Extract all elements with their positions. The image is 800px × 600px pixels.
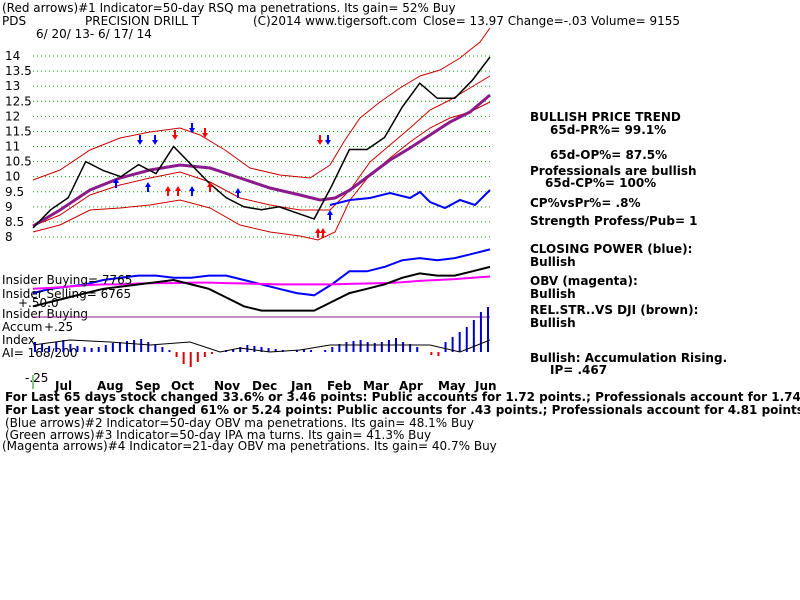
x-tick-label: Mar	[363, 379, 389, 393]
y-tick-label: 9.5	[5, 185, 24, 199]
x-tick-label: Jul	[54, 379, 72, 393]
minus25-label: -.25	[25, 371, 48, 385]
ai-label: AI= 168/200	[2, 346, 77, 360]
y-tick-label: 11	[5, 140, 20, 154]
y-tick-label: 9	[5, 200, 13, 214]
indicator-line-1	[32, 275, 491, 290]
ip-value: IP= .467	[550, 363, 607, 377]
down-arrow	[152, 135, 158, 145]
right-panel: BULLISH PRICE TREND 65d-PR%= 99.1% 65d-O…	[530, 110, 727, 377]
bullish-price-trend: BULLISH PRICE TREND	[530, 110, 681, 124]
footer-green-arrows: (Green arrows)#3 Indicator=50-day IPA ma…	[5, 428, 431, 442]
cp-vs-pr: CP%vsPr%= .8%	[530, 196, 641, 210]
footer-year: For Last year stock changed 61% or 5.24 …	[5, 403, 800, 417]
down-arrow	[317, 135, 323, 145]
signal-arrows	[113, 123, 333, 238]
footer-blue-arrows: (Blue arrows)#2 Indicator=50-day OBV ma …	[5, 416, 474, 430]
up-arrow	[175, 186, 181, 196]
y-tick-label: 8.5	[5, 215, 24, 229]
x-tick-label: Aug	[97, 379, 123, 393]
strength-profess-pub: Strength Profess/Pub= 1	[530, 214, 698, 228]
y-tick-label: 10	[5, 170, 20, 184]
up-arrow	[113, 178, 119, 188]
price-gridlines	[33, 55, 490, 238]
cp-value: 65d-CP%= 100%	[545, 176, 656, 190]
up-arrow	[207, 182, 213, 192]
relstr-label: REL.STR..VS DJI (brown):	[530, 303, 698, 317]
professionals-status: Professionals are bullish	[530, 164, 697, 178]
x-tick-label: Sep	[135, 379, 161, 393]
plus25-label: +.25	[44, 320, 73, 334]
up-arrow	[315, 228, 321, 238]
up-arrow	[235, 188, 241, 198]
footer-magenta-arrows: (Magenta arrows)#4 Indicator=21-day OBV …	[2, 439, 497, 453]
insider-selling-label: Insider Selling= 6765	[2, 287, 131, 301]
y-tick-label: 10.5	[5, 155, 32, 169]
op-value: 65d-OP%= 87.5%	[550, 148, 667, 162]
obv-value: Bullish	[530, 287, 576, 301]
insider-buying-label: Insider Buying= 7765	[2, 273, 132, 287]
up-arrow	[327, 210, 333, 220]
down-arrow	[325, 135, 331, 145]
plus50-label: +.50.0	[18, 296, 59, 310]
y-tick-label: 8	[5, 230, 13, 244]
y-tick-label: 12.5	[5, 94, 32, 108]
x-tick-label: Nov	[214, 379, 240, 393]
indicator-line-2	[32, 265, 491, 312]
up-arrow	[165, 186, 171, 196]
price-bands	[32, 27, 491, 241]
accum-ma-line	[32, 339, 491, 353]
closing-power-label: CLOSING POWER (blue):	[530, 242, 692, 256]
up-arrow	[145, 182, 151, 192]
x-tick-label: Jan	[290, 379, 312, 393]
y-tick-label: 12	[5, 109, 20, 123]
y-tick-label: 13.5	[5, 64, 32, 78]
down-arrow	[137, 135, 143, 145]
up-arrow	[320, 228, 326, 238]
indicator-lines	[32, 248, 491, 312]
down-arrow	[189, 123, 195, 133]
x-tick-label: Feb	[327, 379, 352, 393]
relstr-value: Bullish	[530, 316, 576, 330]
up-arrow	[189, 186, 195, 196]
closing-power-value: Bullish	[530, 255, 576, 269]
y-tick-label: 14	[5, 49, 20, 63]
insider-buying-2-label: Insider Buying	[2, 307, 88, 321]
copyright: (C)2014 www.tigersoft.com	[253, 14, 417, 28]
x-tick-label: Jun	[474, 379, 497, 393]
quote: Close= 13.97 Change=-.03 Volume= 9155	[423, 14, 680, 28]
accum-rising: Bullish: Accumulation Rising.	[530, 351, 727, 365]
price-series	[32, 56, 491, 229]
index-label: Index	[2, 333, 35, 347]
footer-65day: For Last 65 days stock changed 33.6% or …	[5, 390, 800, 404]
footer: For Last 65 days stock changed 33.6% or …	[2, 390, 800, 453]
accumulation-bars	[34, 307, 489, 367]
x-tick-label: Apr	[399, 379, 423, 393]
x-tick-label: May	[438, 379, 466, 393]
ticker: PDS	[2, 14, 26, 28]
price-line	[32, 56, 491, 229]
pr-value: 65d-PR%= 99.1%	[550, 123, 666, 137]
obv-label: OBV (magenta):	[530, 274, 638, 288]
date-range: 6/ 20/ 13- 6/ 17/ 14	[36, 27, 152, 41]
x-tick-label: Dec	[252, 379, 277, 393]
company-name: PRECISION DRILL T	[85, 14, 200, 28]
header-red-arrows: (Red arrows)#1 Indicator=50-day RSQ ma p…	[2, 1, 456, 15]
y-tick-label: 11.5	[5, 124, 32, 138]
month-axis: Jul Aug Sep Oct Nov Dec Jan Feb Mar Apr May Jun	[54, 379, 497, 393]
down-arrow	[202, 128, 208, 138]
down-arrow	[172, 130, 178, 140]
accum-label: Accum	[2, 320, 43, 334]
x-tick-label: Oct	[171, 379, 194, 393]
y-tick-label: 13	[5, 79, 20, 93]
